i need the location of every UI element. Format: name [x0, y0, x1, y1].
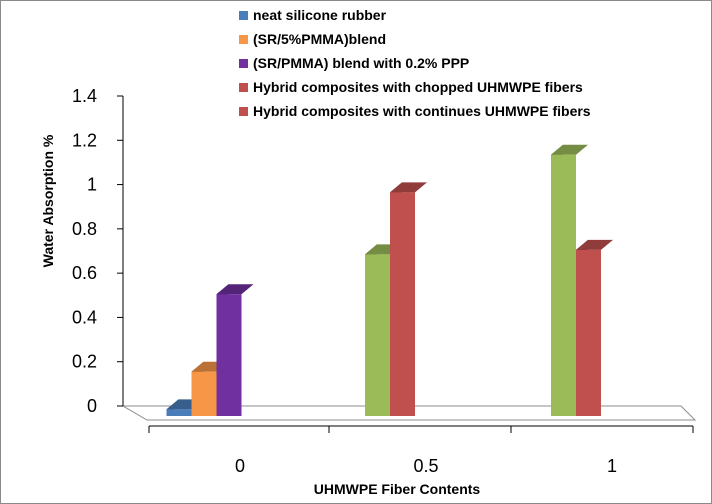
bar-front	[551, 154, 576, 416]
chart-ticks: 0 0.2 0.4 0.6 0.8 1 1.2 1.4 0 0.5 1	[72, 86, 694, 476]
bar-front	[191, 371, 217, 416]
legend-label: Hybrid composites with continues UHMWPE …	[253, 103, 591, 119]
bar-front	[576, 249, 601, 416]
legend-item: Hybrid composites with chopped UHMWPE fi…	[239, 79, 583, 95]
y-tick-label: 0.6	[72, 263, 97, 283]
bar-top	[551, 144, 588, 155]
y-tick-label: 1.4	[72, 86, 97, 106]
bar	[551, 144, 588, 416]
x-tick-label: 1	[607, 456, 617, 476]
y-tick-label: 0.8	[72, 219, 97, 239]
bar	[365, 244, 402, 416]
bar	[216, 284, 254, 416]
legend-label: neat silicone rubber	[253, 7, 387, 23]
bar	[576, 239, 613, 416]
legend-swatch	[239, 35, 248, 44]
legend-label: Hybrid composites with chopped UHMWPE fi…	[253, 79, 583, 95]
x-tick-label: 0	[235, 456, 245, 476]
y-tick-label: 0.2	[72, 352, 97, 372]
y-tick-label: 1.2	[72, 130, 97, 150]
legend-swatch	[239, 83, 248, 92]
bar-top	[390, 182, 427, 193]
y-tick-label: 0.4	[72, 307, 97, 327]
legend-item: Hybrid composites with continues UHMWPE …	[239, 103, 591, 119]
y-axis-title: Water Absorption %	[40, 134, 56, 267]
legend-label: (SR/5%PMMA)blend	[253, 31, 386, 47]
chart-bars	[166, 144, 613, 416]
bar-top	[216, 284, 254, 295]
legend-swatch	[239, 11, 248, 20]
chart-axes	[122, 96, 693, 427]
legend-item: (SR/PMMA) blend with 0.2% PPP	[239, 55, 469, 71]
bar-front	[390, 192, 415, 416]
bar	[390, 182, 427, 416]
y-tick-label: 0	[87, 396, 97, 416]
x-axis-title: UHMWPE Fiber Contents	[314, 481, 481, 497]
y-tick-label: 1	[87, 175, 97, 195]
legend-label: (SR/PMMA) blend with 0.2% PPP	[253, 55, 469, 71]
legend-swatch	[239, 59, 248, 68]
legend-item: (SR/5%PMMA)blend	[239, 31, 386, 47]
bar-front	[216, 294, 242, 416]
bar-front	[365, 254, 390, 416]
bar-front	[166, 409, 192, 416]
legend: neat silicone rubber (SR/5%PMMA)blend (SR/…	[239, 7, 591, 119]
x-tick-label: 0.5	[413, 456, 438, 476]
bar-top	[576, 239, 613, 250]
legend-item: neat silicone rubber	[239, 7, 387, 23]
legend-swatch	[239, 107, 248, 116]
